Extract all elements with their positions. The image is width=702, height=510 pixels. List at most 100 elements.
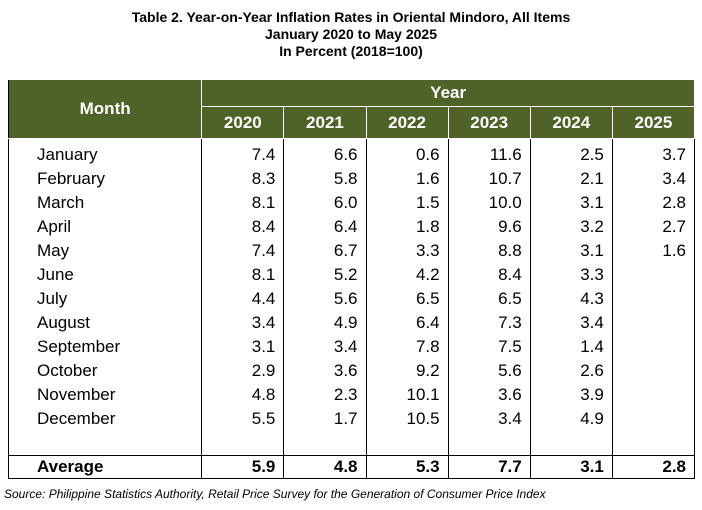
value-cell: 2.7: [611, 215, 696, 239]
month-cell: March: [7, 191, 203, 215]
month-cell: April: [7, 215, 203, 239]
value-cell: [611, 383, 696, 407]
month-cell: December: [7, 407, 203, 431]
value-cell: 5.6: [447, 359, 531, 383]
value-cell: 9.6: [447, 215, 531, 239]
empty-cell: [365, 431, 449, 456]
value-cell: 8.8: [447, 239, 531, 263]
average-value-cell: 4.8: [283, 455, 367, 479]
average-row: Average 5.9 4.8 5.3 7.7 3.1 2.8: [7, 455, 696, 479]
year-column-header: 2020: [201, 106, 285, 139]
value-cell: 0.6: [365, 138, 449, 167]
value-cell: 3.3: [365, 239, 449, 263]
value-cell: 4.9: [529, 407, 613, 431]
value-cell: 3.9: [529, 383, 613, 407]
value-cell: 1.8: [365, 215, 449, 239]
value-cell: [611, 311, 696, 335]
average-value-cell: 5.3: [365, 455, 449, 479]
value-cell: [611, 263, 696, 287]
table-row: March 8.1 6.0 1.5 10.0 3.1 2.8: [7, 191, 696, 215]
value-cell: 3.4: [529, 311, 613, 335]
value-cell: 4.8: [201, 383, 285, 407]
value-cell: 8.1: [201, 263, 285, 287]
value-cell: 5.2: [283, 263, 367, 287]
value-cell: [611, 335, 696, 359]
month-cell: June: [7, 263, 203, 287]
value-cell: 3.6: [447, 383, 531, 407]
empty-cell: [283, 431, 367, 456]
value-cell: 2.9: [201, 359, 285, 383]
value-cell: 6.4: [283, 215, 367, 239]
value-cell: 5.5: [201, 407, 285, 431]
value-cell: 5.8: [283, 167, 367, 191]
month-cell: October: [7, 359, 203, 383]
table-row: November 4.8 2.3 10.1 3.6 3.9: [7, 383, 696, 407]
value-cell: 10.5: [365, 407, 449, 431]
value-cell: 6.5: [365, 287, 449, 311]
month-cell: September: [7, 335, 203, 359]
table-row: September 3.1 3.4 7.8 7.5 1.4: [7, 335, 696, 359]
value-cell: 9.2: [365, 359, 449, 383]
average-label: Average: [7, 455, 203, 479]
table-row: February 8.3 5.8 1.6 10.7 2.1 3.4: [7, 167, 696, 191]
value-cell: 3.4: [283, 335, 367, 359]
empty-cell: [201, 431, 285, 456]
table-row: August 3.4 4.9 6.4 7.3 3.4: [7, 311, 696, 335]
value-cell: 8.4: [447, 263, 531, 287]
table-row: October 2.9 3.6 9.2 5.6 2.6: [7, 359, 696, 383]
month-cell: February: [7, 167, 203, 191]
value-cell: [611, 359, 696, 383]
value-cell: 3.6: [283, 359, 367, 383]
value-cell: 1.7: [283, 407, 367, 431]
value-cell: 8.1: [201, 191, 285, 215]
table-row: December 5.5 1.7 10.5 3.4 4.9: [7, 407, 696, 431]
table-row: January 7.4 6.6 0.6 11.6 2.5 3.7: [7, 138, 696, 167]
year-column-header: 2025: [611, 106, 696, 139]
value-cell: 6.4: [365, 311, 449, 335]
value-cell: 10.0: [447, 191, 531, 215]
value-cell: 7.3: [447, 311, 531, 335]
table-body: January 7.4 6.6 0.6 11.6 2.5 3.7 February 8.3 5.8…: [7, 138, 696, 479]
value-cell: 3.1: [201, 335, 285, 359]
value-cell: 7.4: [201, 138, 285, 167]
table-header: Month Year 2020 2021 2022 2023 2024 2025: [7, 79, 696, 139]
year-column-header: 2022: [365, 106, 449, 139]
value-cell: 1.6: [611, 239, 696, 263]
source-note: Source: Philippine Statistics Authority,…: [4, 487, 546, 501]
value-cell: [611, 287, 696, 311]
average-value-cell: 5.9: [201, 455, 285, 479]
value-cell: 10.7: [447, 167, 531, 191]
value-cell: 4.9: [283, 311, 367, 335]
month-cell: August: [7, 311, 203, 335]
month-header: Month: [7, 79, 203, 139]
empty-cell: [611, 431, 696, 456]
value-cell: 3.1: [529, 191, 613, 215]
value-cell: [611, 407, 696, 431]
average-value-cell: 7.7: [447, 455, 531, 479]
value-cell: 1.4: [529, 335, 613, 359]
value-cell: 8.3: [201, 167, 285, 191]
value-cell: 4.3: [529, 287, 613, 311]
value-cell: 6.7: [283, 239, 367, 263]
empty-cell: [529, 431, 613, 456]
value-cell: 1.5: [365, 191, 449, 215]
average-value-cell: 3.1: [529, 455, 613, 479]
value-cell: 7.5: [447, 335, 531, 359]
title-line-1: Table 2. Year-on-Year Inflation Rates in…: [131, 9, 571, 25]
value-cell: 4.2: [365, 263, 449, 287]
title-line-2: January 2020 to May 2025: [265, 26, 437, 42]
table-row: July 4.4 5.6 6.5 6.5 4.3: [7, 287, 696, 311]
value-cell: 3.4: [611, 167, 696, 191]
table-row: June 8.1 5.2 4.2 8.4 3.3: [7, 263, 696, 287]
value-cell: 3.7: [611, 138, 696, 167]
value-cell: 10.1: [365, 383, 449, 407]
year-column-header: 2021: [283, 106, 367, 139]
value-cell: 8.4: [201, 215, 285, 239]
blank-row: [7, 431, 696, 456]
value-cell: 6.6: [283, 138, 367, 167]
year-header: Year: [201, 79, 695, 107]
value-cell: 7.4: [201, 239, 285, 263]
year-column-header: 2024: [529, 106, 613, 139]
value-cell: 1.6: [365, 167, 449, 191]
empty-cell: [447, 431, 531, 456]
